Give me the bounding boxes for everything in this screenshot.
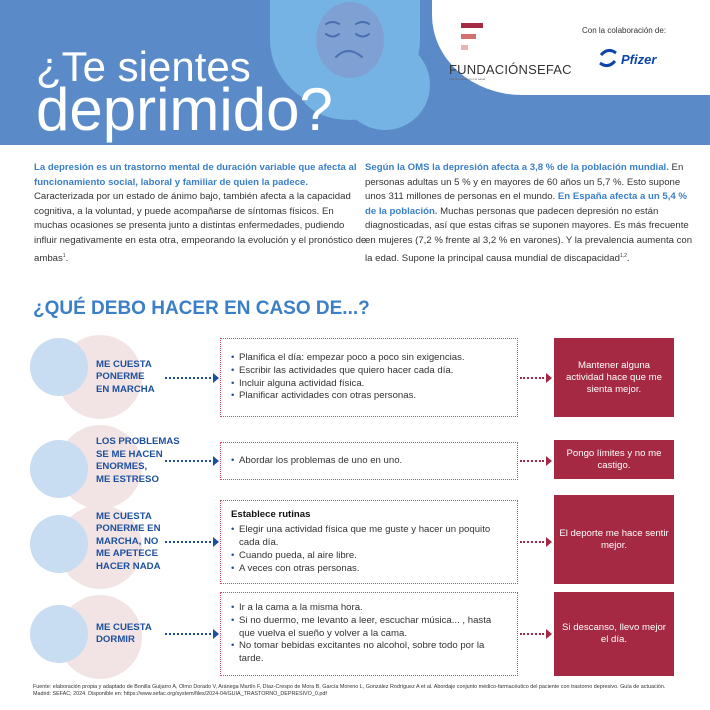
sefac-logo-icon bbox=[448, 20, 558, 60]
arrow-icon bbox=[520, 372, 552, 383]
tip-item: Incluir alguna actividad física. bbox=[231, 378, 507, 391]
situation-label: ME CUESTA PONERME EN MARCHA, NO ME APETE… bbox=[96, 510, 161, 572]
situation-label: ME CUESTA DORMIR bbox=[96, 621, 152, 646]
result-box: Pongo límites y no me castigo. bbox=[554, 440, 674, 479]
intro-right: Según la OMS la depresión afecta a 3,8 %… bbox=[365, 162, 693, 264]
section-title: ¿QUÉ DEBO HACER EN CASO DE...? bbox=[33, 298, 370, 319]
result-box: Si descanso, llevo mejor el día. bbox=[554, 592, 674, 676]
sefac-tagline: Farmacéuticos por tu salud bbox=[449, 77, 486, 81]
tip-heading: Establece rutinas bbox=[231, 508, 311, 520]
tip-item: Abordar los problemas de uno en uno. bbox=[231, 455, 507, 468]
tips-box: Ir a la cama a la misma hora.Si no duerm… bbox=[220, 592, 518, 676]
arrow-icon bbox=[165, 372, 219, 383]
situation-label: LOS PROBLEMAS SE ME HACEN ENORMES, ME ES… bbox=[96, 436, 180, 485]
tip-item: Si no duermo, me levanto a leer, escucha… bbox=[231, 615, 507, 640]
intro-left: La depresión es un trastorno mental de d… bbox=[34, 162, 367, 264]
tip-item: Ir a la cama a la misma hora. bbox=[231, 602, 507, 615]
result-box: El deporte me hace sentir mejor. bbox=[554, 495, 674, 584]
person-illustration-icon bbox=[30, 440, 88, 498]
tips-box: Establece rutinas Elegir una actividad fí… bbox=[220, 500, 518, 584]
tip-item: Cuando pueda, al aire libre. bbox=[231, 550, 507, 563]
arrow-icon bbox=[165, 629, 219, 639]
result-box: Mantener alguna actividad hace que me si… bbox=[554, 338, 674, 417]
person-illustration-icon bbox=[30, 338, 88, 396]
tip-item: Escribir las actividades que quiero hace… bbox=[231, 365, 507, 378]
situation-label: ME CUESTA PONERME EN MARCHA bbox=[96, 358, 155, 395]
person-illustration-icon bbox=[30, 605, 88, 663]
logo-area bbox=[432, 0, 710, 95]
page-title-line1: ¿Te sientes bbox=[36, 43, 251, 90]
arrow-icon bbox=[165, 537, 219, 547]
pfizer-icon bbox=[598, 48, 618, 71]
pfizer-logo: Pfizer bbox=[598, 48, 656, 71]
tip-item: Planifica el día: empezar poco a poco si… bbox=[231, 352, 507, 365]
tips-box: Abordar los problemas de uno en uno. bbox=[220, 442, 518, 480]
tip-item: Elegir una actividad física que me guste… bbox=[231, 524, 507, 549]
sefac-name: FUNDACIÓNSEFAC bbox=[449, 62, 572, 77]
tip-item: No tomar bebidas excitantes no alcohol, … bbox=[231, 640, 507, 665]
pfizer-name: Pfizer bbox=[621, 52, 657, 67]
tips-box: Planifica el día: empezar poco a poco si… bbox=[220, 338, 518, 417]
collaboration-label: Con la colaboración de: bbox=[582, 26, 667, 35]
tip-item: A veces con otras personas. bbox=[231, 563, 507, 576]
arrow-icon bbox=[520, 537, 552, 547]
footer-source: Fuente: elaboración propia y adaptado de… bbox=[33, 684, 666, 697]
person-illustration-icon bbox=[30, 515, 88, 573]
tip-item: Planificar actividades con otras persona… bbox=[231, 390, 507, 403]
arrow-icon bbox=[520, 629, 552, 639]
page-title-line2: deprimido? bbox=[36, 76, 333, 143]
sad-face-icon bbox=[316, 2, 384, 78]
arrow-icon bbox=[520, 456, 552, 466]
arrow-icon bbox=[165, 456, 219, 466]
